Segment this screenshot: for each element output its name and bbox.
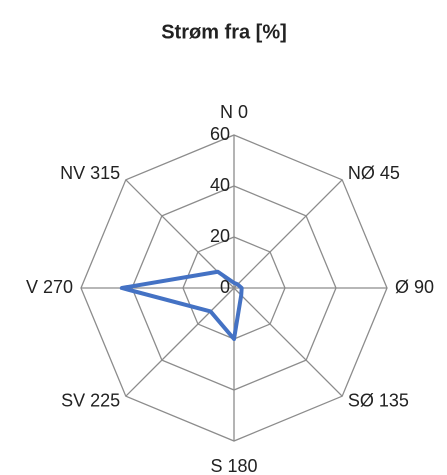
- category-label: S 180: [210, 456, 257, 475]
- category-label: NV 315: [60, 163, 120, 183]
- spoke: [125, 287, 235, 397]
- category-label: NØ 45: [348, 163, 400, 183]
- grid-ring: [80, 134, 388, 442]
- category-label: SØ 135: [348, 391, 409, 411]
- grid-ring: [131, 185, 337, 391]
- tick-label: 20: [210, 226, 230, 246]
- category-label: Ø 90: [395, 277, 434, 297]
- category-label: V 270: [26, 277, 73, 297]
- tick-label: 0: [220, 277, 230, 297]
- chart-title: Strøm fra [%]: [161, 21, 287, 43]
- series-line: [119, 269, 244, 341]
- tick-label: 40: [210, 175, 230, 195]
- tick-label: 60: [210, 124, 230, 144]
- spoke: [125, 179, 235, 289]
- category-label: N 0: [220, 102, 248, 122]
- category-label: SV 225: [61, 391, 120, 411]
- spoke: [233, 287, 343, 397]
- spoke: [233, 179, 343, 289]
